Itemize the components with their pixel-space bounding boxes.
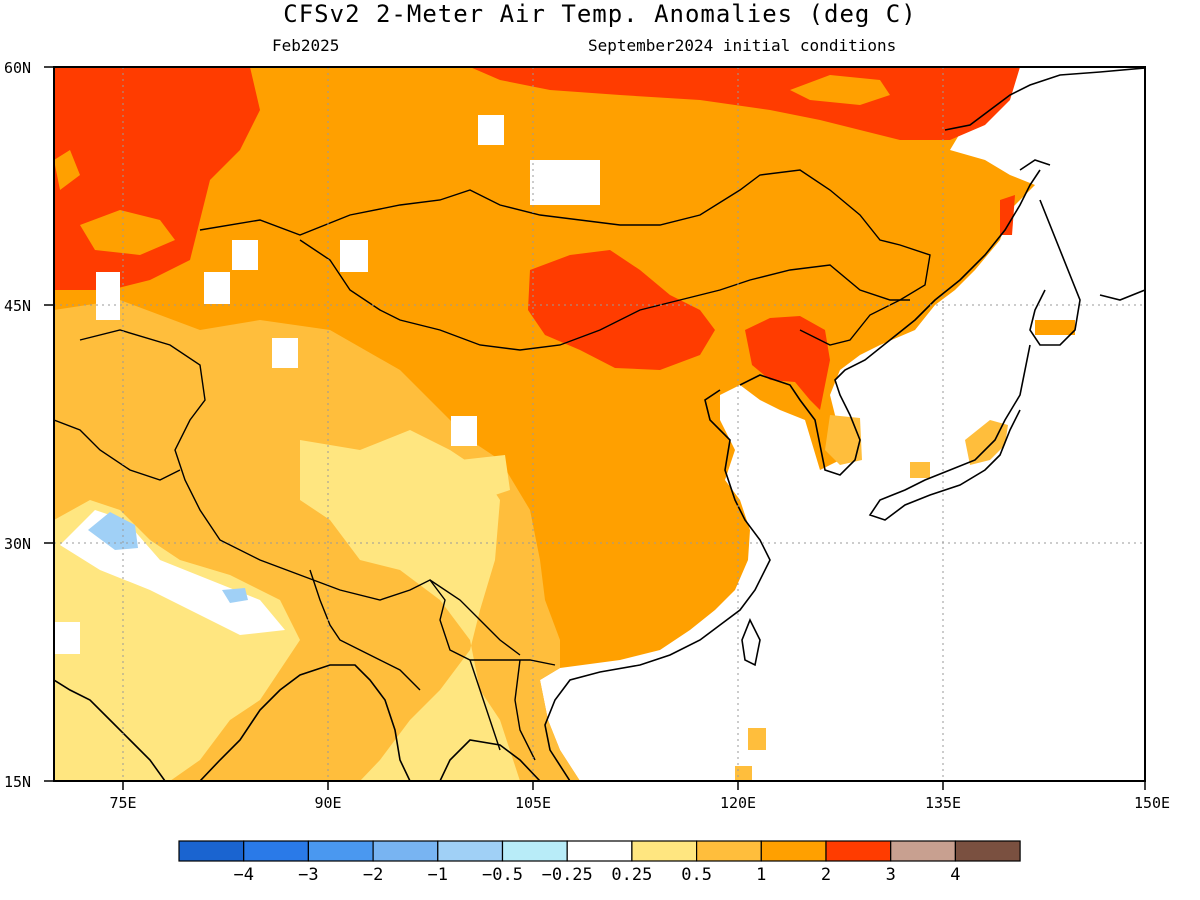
colorbar-label: 0.5 [681,865,712,885]
anomaly-region-japan [1035,320,1075,335]
valid-month-label: Feb2025 [272,36,340,55]
lat-label: 45N [4,297,31,315]
map-frame [53,66,1146,782]
colorbar-swatch [760,840,827,862]
graticule [54,67,1145,781]
colorbar-label: −4 [233,865,253,885]
colorbar-swatch [501,840,568,862]
anomaly-region-honshu [965,420,1008,465]
anomaly-region-2-3-manchuria [745,316,830,410]
lat-label: 60N [4,59,31,77]
lat-label: 30N [4,535,31,553]
country-borders [54,169,931,761]
colorbar-swatch [825,840,892,862]
colorbar-swatch [307,840,374,862]
colorbar-label: −3 [298,865,318,885]
colorbar-label: 0.25 [611,865,652,885]
anomaly-region-korea [825,415,862,465]
axis-ticks [44,66,1146,790]
lon-label: 120E [720,794,756,812]
colorbar-label: 4 [950,865,960,885]
colorbar-swatch [954,840,1021,862]
anomaly-field [54,67,1145,781]
lon-label: 90E [314,794,341,812]
colorbar: −4 −3 −2 −1 −0.5 −0.25 0.25 0.5 1 2 3 4 [178,840,1021,885]
colorbar-swatch [372,840,439,862]
anomaly-region-neg-0p5-small [222,588,248,603]
lon-label: 150E [1134,794,1170,812]
colorbar-label: 3 [886,865,896,885]
colorbar-swatch [243,840,309,862]
initial-conditions-label: September2024 initial conditions [588,36,897,55]
lon-label: 105E [515,794,551,812]
anomaly-region-0p25-0p5-yunnan [460,455,510,500]
anomaly-region-2-3-sakhalin [1000,195,1015,235]
colorbar-swatch [631,840,698,862]
lon-label: 135E [925,794,961,812]
colorbar-label: −1 [428,865,448,885]
colorbar-swatch [566,840,633,862]
colorbar-swatch [695,840,762,862]
colorbar-label: −0.5 [482,865,523,885]
colorbar-swatch [890,840,957,862]
anomaly-region-neg-0p5 [88,512,138,550]
colorbar-label: −0.25 [542,865,593,885]
colorbar-swatch [178,840,245,862]
lon-label: 75E [109,794,136,812]
colorbar-swatch [437,840,504,862]
map-title: CFSv2 2-Meter Air Temp. Anomalies (deg C… [283,0,917,28]
colorbar-label: −2 [363,865,383,885]
anomaly-region-0p25-0p5-plateau [300,430,520,781]
anomaly-region-kyushu [910,462,930,478]
coastlines [54,67,1145,781]
colorbar-label: 1 [756,865,766,885]
colorbar-label: 2 [821,865,831,885]
lat-label: 15N [4,773,31,791]
